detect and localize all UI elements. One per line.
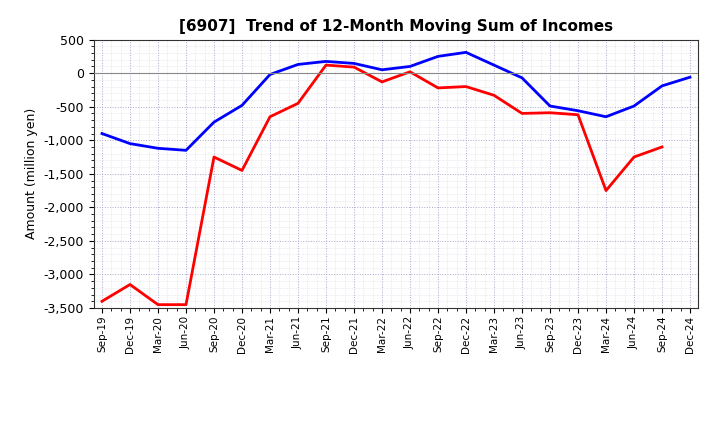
Ordinary Income <box>98 131 107 136</box>
Ordinary Income <box>294 62 302 67</box>
Ordinary Income <box>657 83 666 88</box>
Ordinary Income <box>238 103 246 108</box>
Net Income <box>98 299 107 304</box>
Net Income <box>181 302 190 307</box>
Net Income <box>238 168 246 173</box>
Ordinary Income <box>602 114 611 119</box>
Net Income <box>210 154 218 160</box>
Y-axis label: Amount (million yen): Amount (million yen) <box>25 108 38 239</box>
Net Income <box>294 101 302 106</box>
Ordinary Income <box>462 50 470 55</box>
Ordinary Income <box>210 120 218 125</box>
Net Income <box>126 282 135 287</box>
Net Income <box>153 302 162 307</box>
Title: [6907]  Trend of 12-Month Moving Sum of Incomes: [6907] Trend of 12-Month Moving Sum of I… <box>179 19 613 34</box>
Net Income <box>350 65 359 70</box>
Net Income <box>518 111 526 116</box>
Net Income <box>266 114 274 119</box>
Net Income <box>322 62 330 68</box>
Net Income <box>602 188 611 193</box>
Ordinary Income <box>153 146 162 151</box>
Net Income <box>630 154 639 160</box>
Line: Ordinary Income: Ordinary Income <box>102 52 690 150</box>
Ordinary Income <box>322 59 330 64</box>
Net Income <box>378 79 387 84</box>
Ordinary Income <box>490 62 498 68</box>
Ordinary Income <box>405 64 414 69</box>
Ordinary Income <box>574 108 582 114</box>
Ordinary Income <box>630 103 639 109</box>
Net Income <box>657 144 666 150</box>
Net Income <box>546 110 554 115</box>
Net Income <box>462 84 470 89</box>
Line: Net Income: Net Income <box>102 65 662 304</box>
Ordinary Income <box>350 61 359 66</box>
Net Income <box>574 112 582 117</box>
Net Income <box>433 85 442 91</box>
Ordinary Income <box>378 67 387 73</box>
Ordinary Income <box>518 75 526 81</box>
Ordinary Income <box>126 141 135 146</box>
Ordinary Income <box>181 148 190 153</box>
Net Income <box>490 93 498 98</box>
Net Income <box>405 69 414 74</box>
Ordinary Income <box>685 74 694 80</box>
Ordinary Income <box>266 72 274 77</box>
Ordinary Income <box>546 103 554 109</box>
Ordinary Income <box>433 54 442 59</box>
